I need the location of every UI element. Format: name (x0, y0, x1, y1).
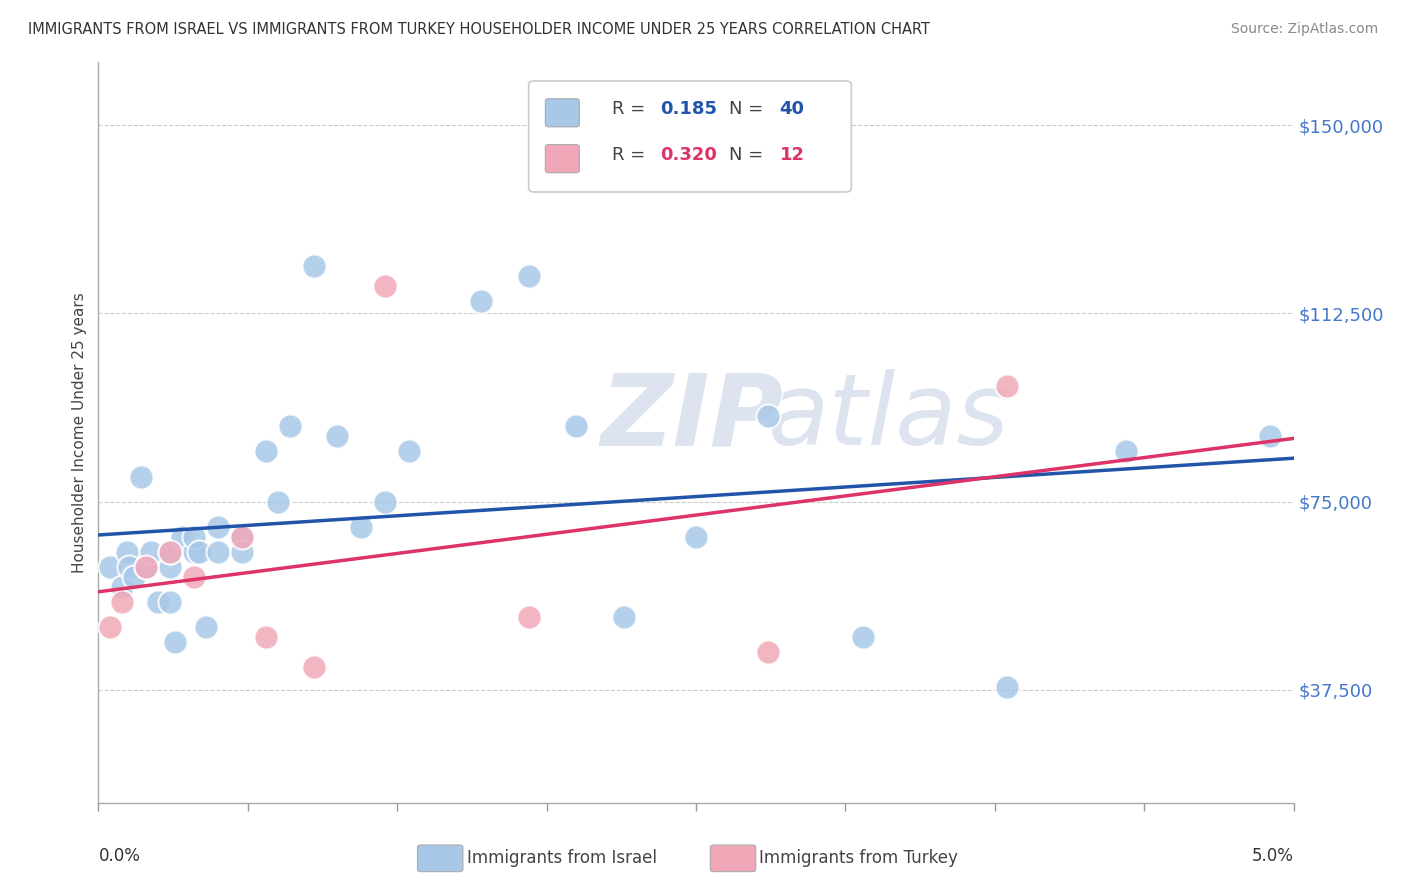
Point (159, 595, 181, 609)
Point (148, 595, 170, 609)
Point (1115, 444, 1137, 458)
Point (172, 530, 194, 544)
Point (163, 635, 186, 649)
Text: 0.320: 0.320 (661, 146, 717, 164)
Point (278, 419, 301, 434)
Text: 5.0%: 5.0% (1251, 847, 1294, 865)
Point (302, 259, 325, 273)
Point (231, 545, 253, 559)
Text: ZIP: ZIP (600, 369, 783, 467)
Point (374, 278, 396, 293)
Text: R =: R = (613, 100, 651, 118)
Point (183, 570, 205, 584)
Point (350, 520, 373, 534)
Point (685, 530, 707, 544)
Text: Immigrants from Turkey: Immigrants from Turkey (759, 849, 957, 867)
Text: 12: 12 (779, 146, 804, 164)
Point (565, 419, 588, 434)
Point (517, 268, 540, 283)
Point (98, 620, 122, 634)
Point (231, 530, 253, 544)
Text: atlas: atlas (768, 369, 1010, 467)
Point (517, 610, 540, 624)
Point (118, 560, 141, 574)
Text: N =: N = (730, 100, 769, 118)
Text: IMMIGRANTS FROM ISRAEL VS IMMIGRANTS FROM TURKEY HOUSEHOLDER INCOME UNDER 25 YEA: IMMIGRANTS FROM ISRAEL VS IMMIGRANTS FRO… (28, 22, 931, 37)
Point (159, 560, 181, 574)
Point (231, 530, 253, 544)
Point (267, 494, 290, 508)
Point (111, 580, 134, 594)
Point (254, 444, 277, 458)
Point (135, 560, 157, 574)
Point (131, 469, 153, 483)
Point (302, 660, 325, 674)
Text: R =: R = (613, 146, 651, 164)
Point (115, 545, 138, 559)
Y-axis label: Householder Income Under 25 years: Householder Income Under 25 years (72, 293, 87, 573)
Point (139, 545, 162, 559)
Point (613, 610, 636, 624)
Point (470, 293, 492, 308)
Point (254, 630, 277, 644)
Point (207, 545, 229, 559)
Point (183, 530, 205, 544)
Text: Immigrants from Israel: Immigrants from Israel (467, 849, 657, 867)
FancyBboxPatch shape (418, 845, 463, 871)
Text: N =: N = (730, 146, 769, 164)
Point (756, 645, 779, 659)
Point (398, 444, 420, 458)
FancyBboxPatch shape (710, 845, 756, 871)
Point (195, 620, 218, 634)
Point (159, 545, 181, 559)
Point (1258, 429, 1281, 443)
Point (852, 630, 875, 644)
FancyBboxPatch shape (546, 145, 579, 173)
Point (995, 379, 1018, 393)
FancyBboxPatch shape (546, 99, 579, 127)
Point (995, 681, 1018, 695)
Point (187, 545, 209, 559)
Point (326, 429, 349, 443)
Point (374, 494, 396, 508)
Text: 0.0%: 0.0% (98, 847, 141, 865)
Point (111, 595, 134, 609)
Point (756, 409, 779, 424)
Point (159, 545, 181, 559)
Point (98, 560, 122, 574)
Point (207, 520, 229, 534)
Point (124, 570, 146, 584)
Text: 40: 40 (779, 100, 804, 118)
FancyBboxPatch shape (529, 81, 852, 192)
Point (183, 545, 205, 559)
Text: 0.185: 0.185 (661, 100, 717, 118)
Text: Source: ZipAtlas.com: Source: ZipAtlas.com (1230, 22, 1378, 37)
Point (135, 560, 157, 574)
